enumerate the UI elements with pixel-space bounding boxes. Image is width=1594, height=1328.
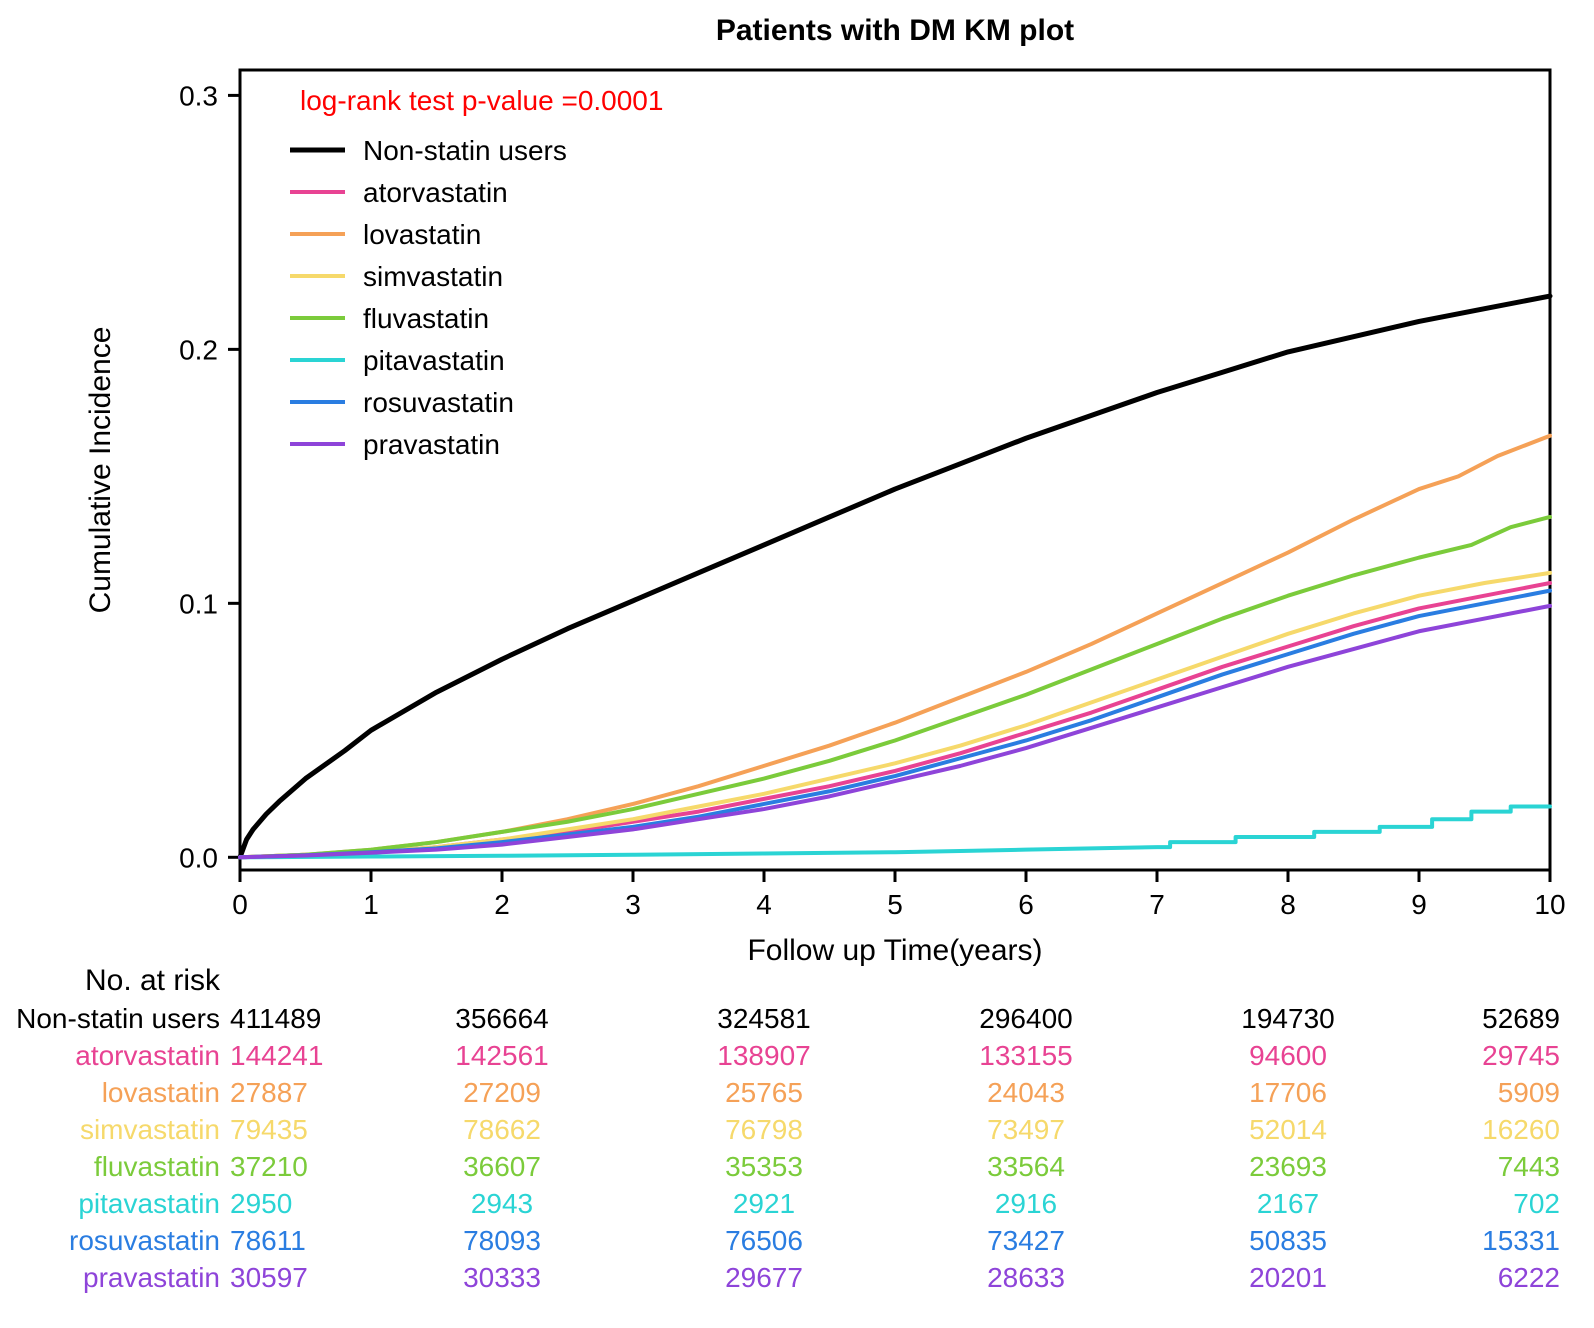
risk-cell: 20201 bbox=[1249, 1262, 1327, 1293]
x-tick-label: 7 bbox=[1149, 889, 1165, 920]
legend-label: atorvastatin bbox=[363, 177, 508, 208]
x-tick-label: 10 bbox=[1534, 889, 1565, 920]
legend-label: pitavastatin bbox=[363, 345, 505, 376]
legend-label: rosuvastatin bbox=[363, 387, 514, 418]
risk-cell: 2167 bbox=[1257, 1188, 1319, 1219]
risk-cell: 7443 bbox=[1498, 1151, 1560, 1182]
chart-title: Patients with DM KM plot bbox=[716, 14, 1074, 47]
risk-cell: 78611 bbox=[230, 1225, 306, 1256]
risk-cell: 35353 bbox=[725, 1151, 803, 1182]
risk-cell: 30597 bbox=[230, 1262, 308, 1293]
x-tick-label: 5 bbox=[887, 889, 903, 920]
risk-cell: 33564 bbox=[987, 1151, 1065, 1182]
risk-cell: 36607 bbox=[463, 1151, 541, 1182]
risk-row-label: atorvastatin bbox=[75, 1040, 220, 1071]
risk-cell: 702 bbox=[1513, 1188, 1560, 1219]
risk-cell: 73497 bbox=[987, 1114, 1065, 1145]
x-axis-label: Follow up Time(years) bbox=[747, 934, 1042, 967]
risk-cell: 79435 bbox=[230, 1114, 308, 1145]
risk-cell: 142561 bbox=[455, 1040, 548, 1071]
risk-cell: 29677 bbox=[725, 1262, 803, 1293]
risk-cell: 15331 bbox=[1482, 1225, 1560, 1256]
risk-cell: 28633 bbox=[987, 1262, 1065, 1293]
x-tick-label: 0 bbox=[232, 889, 248, 920]
legend-label: lovastatin bbox=[363, 219, 481, 250]
risk-cell: 2943 bbox=[471, 1188, 533, 1219]
y-axis-label: Cumulative Incidence bbox=[84, 327, 117, 614]
risk-cell: 23693 bbox=[1249, 1151, 1327, 1182]
legend-label: Non-statin users bbox=[363, 135, 567, 166]
x-tick-label: 9 bbox=[1411, 889, 1427, 920]
x-tick-label: 3 bbox=[625, 889, 641, 920]
legend-label: pravastatin bbox=[363, 429, 500, 460]
risk-cell: 52689 bbox=[1482, 1003, 1560, 1034]
risk-cell: 5909 bbox=[1498, 1077, 1560, 1108]
risk-row-label: simvastatin bbox=[80, 1114, 220, 1145]
x-tick-label: 8 bbox=[1280, 889, 1296, 920]
risk-cell: 24043 bbox=[987, 1077, 1065, 1108]
km-plot-container: Patients with DM KM plot log-rank test p-… bbox=[0, 0, 1594, 1328]
risk-cell: 52014 bbox=[1249, 1114, 1327, 1145]
risk-table-title: No. at risk bbox=[85, 964, 221, 997]
risk-cell: 78662 bbox=[463, 1114, 541, 1145]
risk-cell: 411489 bbox=[230, 1003, 321, 1034]
risk-cell: 94600 bbox=[1249, 1040, 1327, 1071]
risk-cell: 194730 bbox=[1241, 1003, 1334, 1034]
risk-cell: 50835 bbox=[1249, 1225, 1327, 1256]
risk-cell: 356664 bbox=[455, 1003, 548, 1034]
y-tick-label: 0.0 bbox=[179, 842, 218, 873]
risk-cell: 27209 bbox=[463, 1077, 541, 1108]
y-tick-label: 0.3 bbox=[179, 80, 218, 111]
risk-cell: 27887 bbox=[230, 1077, 308, 1108]
y-tick-label: 0.1 bbox=[179, 588, 218, 619]
x-tick-label: 2 bbox=[494, 889, 510, 920]
y-tick-label: 0.2 bbox=[179, 334, 218, 365]
risk-cell: 6222 bbox=[1498, 1262, 1560, 1293]
risk-row-label: fluvastatin bbox=[94, 1151, 220, 1182]
risk-cell: 25765 bbox=[725, 1077, 803, 1108]
risk-row-label: pravastatin bbox=[83, 1262, 220, 1293]
risk-cell: 76506 bbox=[725, 1225, 803, 1256]
risk-cell: 30333 bbox=[463, 1262, 541, 1293]
risk-cell: 37210 bbox=[230, 1151, 308, 1182]
risk-cell: 138907 bbox=[717, 1040, 810, 1071]
legend-label: simvastatin bbox=[363, 261, 503, 292]
x-tick-label: 6 bbox=[1018, 889, 1034, 920]
risk-row-label: Non-statin users bbox=[16, 1003, 220, 1034]
risk-cell: 78093 bbox=[463, 1225, 541, 1256]
risk-cell: 2921 bbox=[733, 1188, 795, 1219]
risk-row-label: lovastatin bbox=[102, 1077, 220, 1108]
risk-cell: 16260 bbox=[1482, 1114, 1560, 1145]
legend-label: fluvastatin bbox=[363, 303, 489, 334]
risk-row-label: pitavastatin bbox=[78, 1188, 220, 1219]
risk-cell: 324581 bbox=[717, 1003, 810, 1034]
x-tick-label: 1 bbox=[363, 889, 379, 920]
risk-cell: 2950 bbox=[230, 1188, 292, 1219]
risk-cell: 144241 bbox=[230, 1040, 323, 1071]
logrank-annotation: log-rank test p-value =0.0001 bbox=[300, 85, 663, 116]
risk-cell: 76798 bbox=[725, 1114, 803, 1145]
km-plot-svg: Patients with DM KM plot log-rank test p-… bbox=[0, 0, 1594, 1328]
risk-cell: 296400 bbox=[979, 1003, 1072, 1034]
risk-cell: 133155 bbox=[979, 1040, 1072, 1071]
risk-row-label: rosuvastatin bbox=[69, 1225, 220, 1256]
x-tick-label: 4 bbox=[756, 889, 772, 920]
risk-cell: 2916 bbox=[995, 1188, 1057, 1219]
risk-cell: 17706 bbox=[1249, 1077, 1327, 1108]
risk-cell: 73427 bbox=[987, 1225, 1065, 1256]
risk-cell: 29745 bbox=[1482, 1040, 1560, 1071]
